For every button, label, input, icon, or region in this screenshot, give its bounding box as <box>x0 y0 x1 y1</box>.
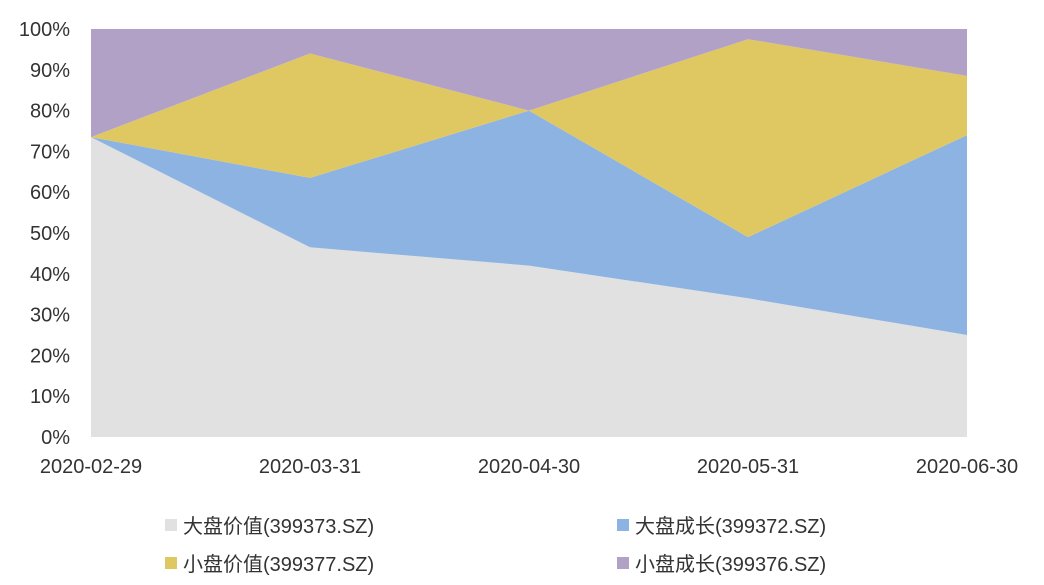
y-tick-label: 90% <box>30 60 70 82</box>
y-tick-label: 70% <box>30 141 70 163</box>
y-tick-label: 100% <box>19 19 70 41</box>
area-series-group <box>91 29 967 437</box>
y-tick-label: 80% <box>30 101 70 123</box>
area-series-3 <box>91 29 967 138</box>
x-tick-label: 2020-02-29 <box>40 456 142 478</box>
legend-swatch-small-value <box>165 556 177 569</box>
area-series-0 <box>91 137 967 437</box>
legend-label-large-value: 大盘价值(399373.SZ) <box>183 516 375 538</box>
x-tick-label: 2020-06-30 <box>916 456 1018 478</box>
y-tick-label: 10% <box>30 386 70 408</box>
legend: 大盘价值(399373.SZ) 大盘成长(399372.SZ) 小盘价值(399… <box>0 500 1044 585</box>
y-axis-tick-labels: 0% 10% 20% 30% 40% 50% 60% 70% 80% 90% 100% <box>19 19 70 449</box>
x-axis-tick-labels: 2020-02-29 2020-03-31 2020-04-30 2020-05-31… <box>40 456 1018 478</box>
legend-item-small-value: 小盘价值(399377.SZ) <box>165 548 374 577</box>
y-tick-label: 50% <box>30 223 70 245</box>
legend-swatch-small-growth <box>617 556 629 569</box>
area-series-2 <box>91 39 967 238</box>
legend-swatch-large-growth <box>617 518 629 531</box>
y-tick-label: 60% <box>30 182 70 204</box>
x-tick-label: 2020-03-31 <box>259 456 361 478</box>
y-tick-label: 0% <box>41 427 70 449</box>
y-tick-label: 20% <box>30 345 70 367</box>
legend-item-small-growth: 小盘成长(399376.SZ) <box>617 548 826 577</box>
stacked-area-chart: 0% 10% 20% 30% 40% 50% 60% 70% 80% 90% 100% 2020-0… <box>19 19 1018 478</box>
y-tick-label: 30% <box>30 305 70 327</box>
legend-label-small-growth: 小盘成长(399376.SZ) <box>635 554 827 576</box>
legend-item-large-growth: 大盘成长(399372.SZ) <box>617 510 826 539</box>
y-tick-label: 40% <box>30 264 70 286</box>
legend-item-large-value: 大盘价值(399373.SZ) <box>165 510 374 539</box>
legend-swatch-large-value <box>165 518 177 531</box>
legend-label-small-value: 小盘价值(399377.SZ) <box>183 554 375 576</box>
x-tick-label: 2020-05-31 <box>697 456 799 478</box>
legend-label-large-growth: 大盘成长(399372.SZ) <box>635 516 827 538</box>
x-tick-label: 2020-04-30 <box>478 456 580 478</box>
area-series-1 <box>91 110 967 335</box>
